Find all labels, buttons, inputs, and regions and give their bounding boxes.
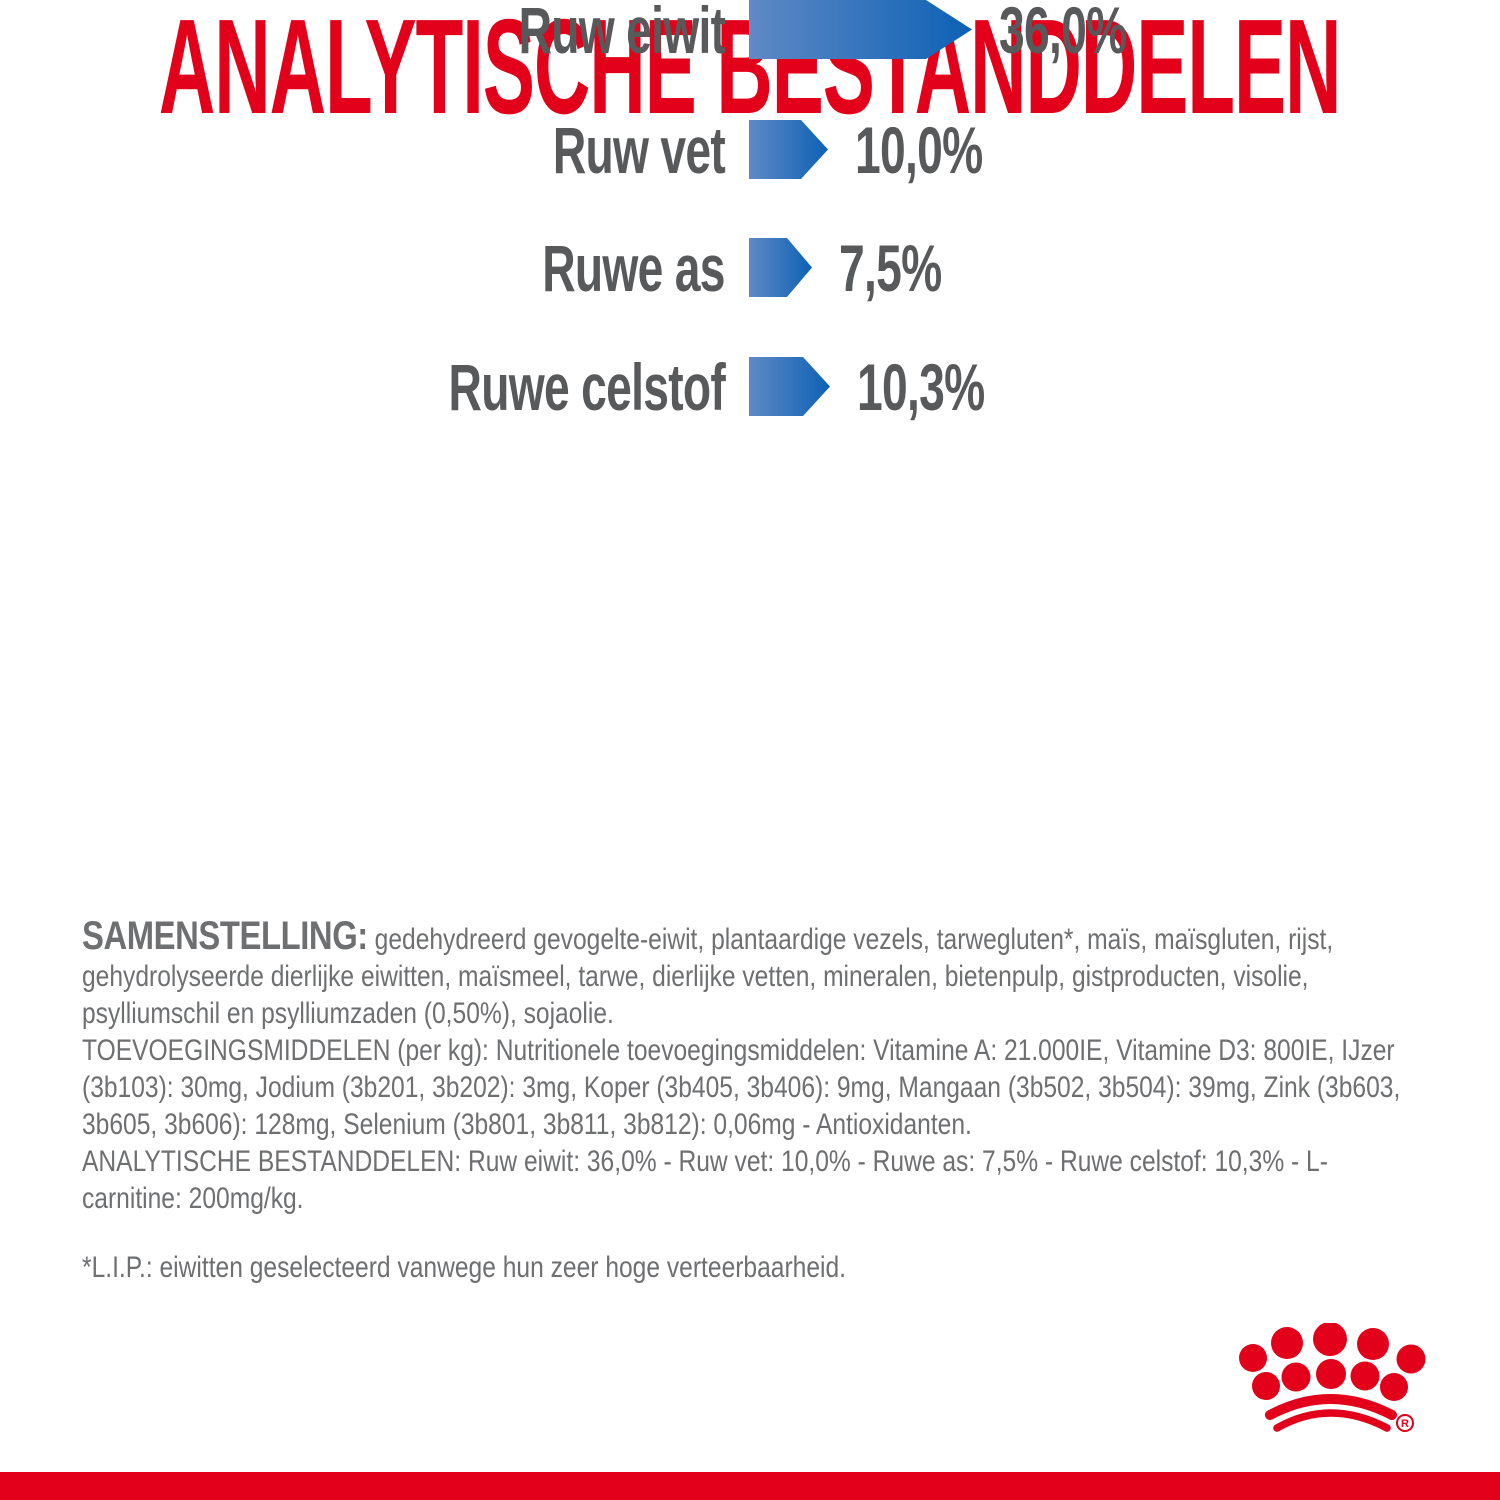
crown-dot: [1357, 1328, 1389, 1360]
chart-row: Ruw vet 10,0%: [0, 113, 1500, 187]
bar-label: Ruwe celstof: [448, 349, 725, 424]
lip-footnote-text: *L.I.P.: eiwitten geselecteerd vanwege h…: [82, 1251, 847, 1284]
crown-dot: [1281, 1362, 1311, 1392]
bar-arrow: [749, 238, 812, 297]
bar-arrow: [749, 120, 828, 179]
chart-row: Ruwe celstof 10,3%: [0, 350, 1500, 424]
bar-label: Ruwe as: [542, 230, 725, 305]
composition-paragraph: SAMENSTELLING: gedehydreerd gevogelte-ei…: [82, 916, 1419, 1032]
additives-text: TOEVOEGINGSMIDDELEN (per kg): Nutritione…: [82, 1034, 1401, 1141]
analytical-text: ANALYTISCHE BESTANDDELEN: Ruw eiwit: 36,…: [82, 1145, 1328, 1215]
composition-text: gedehydreerd gevogelte-eiwit, plantaardi…: [82, 923, 1334, 1030]
bar-arrow: [749, 0, 972, 59]
crown-base-arc-thick: [1265, 1394, 1397, 1420]
crown-dot: [1252, 1372, 1280, 1400]
crown-dot: [1316, 1359, 1346, 1389]
crown-dot: [1271, 1327, 1303, 1359]
crown-dot: [1313, 1323, 1347, 1356]
composition-lead: SAMENSTELLING:: [82, 914, 368, 958]
bar-label: Ruw eiwit: [518, 0, 725, 67]
chart-row: Ruw eiwit 36,0%: [0, 0, 1500, 67]
crown-dot: [1239, 1344, 1267, 1372]
bar-arrow: [749, 357, 830, 416]
crown-dot: [1350, 1361, 1380, 1391]
bar-label: Ruw vet: [552, 112, 726, 187]
crown-dot: [1396, 1344, 1426, 1374]
bar-value: 7,5%: [839, 230, 942, 305]
analytical-components-chart: Ruw eiwit 36,0% Ruw vet 10,0% Ruwe as 7,…: [0, 0, 1500, 424]
royal-canin-crown-logo: R: [1239, 1323, 1426, 1432]
composition-section: SAMENSTELLING: gedehydreerd gevogelte-ei…: [82, 916, 1419, 1286]
bar-value: 10,0%: [855, 112, 983, 187]
bar-value: 36,0%: [999, 0, 1127, 67]
crown-base-arc-thin: [1273, 1409, 1391, 1432]
registered-trademark-letter: R: [1401, 1418, 1409, 1430]
bar-value: 10,3%: [857, 349, 985, 424]
chart-row: Ruwe as 7,5%: [0, 231, 1500, 305]
bottom-red-bar: [0, 1472, 1500, 1500]
crown-dot: [1380, 1373, 1408, 1401]
registered-trademark-icon: [1396, 1414, 1414, 1432]
